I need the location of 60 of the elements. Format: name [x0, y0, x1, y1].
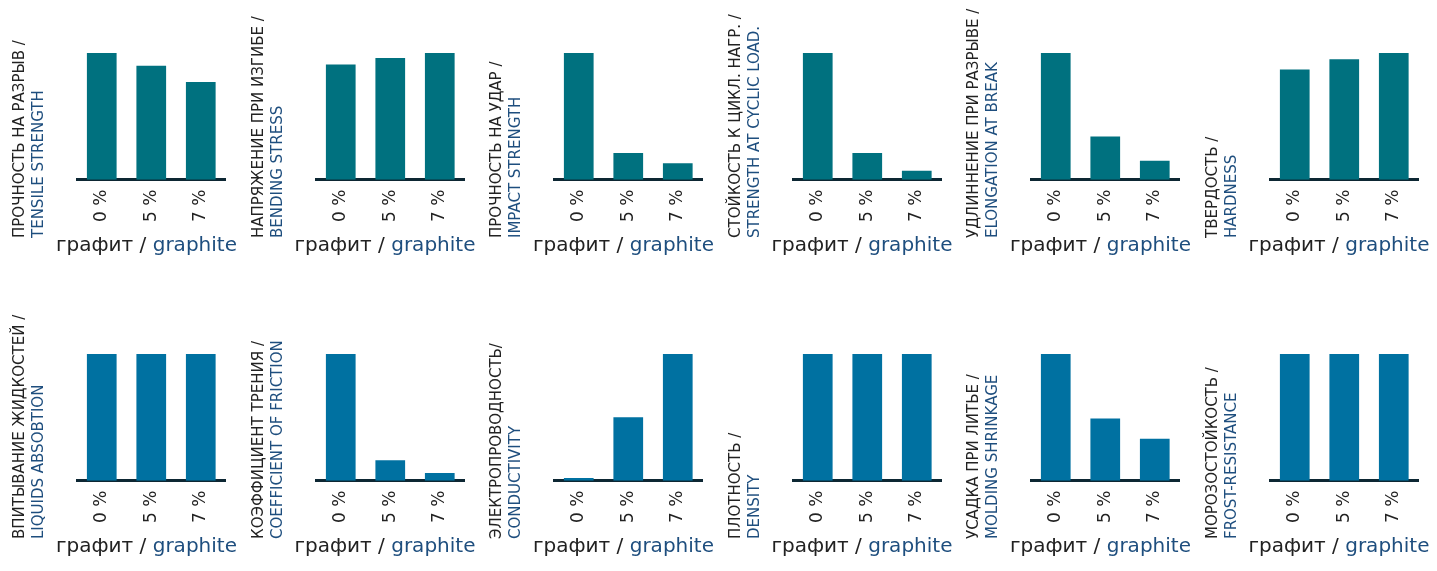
- y-axis-title: ВПИТЫВАНИЕ ЖИДКОСТЕЙ / LIQUIDS ABSOBTION: [10, 313, 48, 539]
- x-tick-label: 7 %: [189, 490, 210, 523]
- x-tick-label: 7 %: [1143, 189, 1164, 222]
- x-tick-label: 5 %: [855, 189, 876, 222]
- x-tick-label: 5 %: [616, 189, 637, 222]
- x-tick-label: 7 %: [1143, 490, 1164, 523]
- x-tick-label: 0 %: [1282, 490, 1303, 523]
- y-axis-title: ТВЕРДОСТЬ / HARDNESS: [1202, 135, 1241, 238]
- x-axis-title: графит / graphite: [1248, 232, 1430, 256]
- x-tick-label: 5 %: [1332, 189, 1353, 222]
- x-tick-label: 0 %: [1282, 189, 1303, 222]
- x-axis-title: графит / graphite: [771, 533, 953, 557]
- x-tick-label: 5 %: [139, 189, 160, 222]
- x-tick-label: 0 %: [1044, 189, 1065, 222]
- x-tick-label: 7 %: [427, 189, 448, 222]
- x-tick-label: 5 %: [616, 490, 637, 523]
- x-tick-label: 0 %: [328, 189, 349, 222]
- x-tick-label: 7 %: [427, 490, 448, 523]
- x-axis-title: графит / graphite: [294, 533, 476, 557]
- x-tick-label: 0 %: [567, 490, 588, 523]
- x-tick-label: 7 %: [904, 490, 925, 523]
- y-axis-title: КОЭФФИЦИЕНТ ТРЕНИЯ / COEFFICIENT OF FRICTION: [248, 339, 287, 539]
- x-tick-label: 0 %: [90, 189, 111, 222]
- x-tick-label: 0 %: [805, 490, 826, 523]
- x-tick-label: 5 %: [1332, 490, 1353, 523]
- x-axis-title: графит / graphite: [1010, 533, 1191, 557]
- y-axis-title: СТОЙКОСТЬ К ЦИКЛ. НАГР. / STRENGTH AT CYCLIC LOAD.: [725, 13, 764, 238]
- x-tick-label: 5 %: [855, 490, 876, 523]
- x-tick-label: 7 %: [1381, 189, 1402, 222]
- x-tick-label: 0 %: [805, 189, 826, 222]
- x-axis-title: графит / graphite: [533, 533, 714, 557]
- x-tick-label: 0 %: [328, 490, 349, 523]
- x-tick-label: 0 %: [1044, 490, 1065, 523]
- x-axis-title: графит / graphite: [1248, 533, 1430, 557]
- y-axis-title: УДЛИННЕНИЕ ПРИ РАЗРЫВЕ / ELONGATION AT BREAK: [964, 8, 1002, 238]
- y-axis-title: ЭЛЕКТРОПРОВОДНОСТЬ/ CONDUCTIVITY: [487, 342, 525, 539]
- x-tick-label: 7 %: [666, 189, 687, 222]
- y-axis-title: НАПРЯЖЕНИЕ ПРИ ИЗГИБЕ / BENDING STRESS: [248, 15, 287, 238]
- y-axis-title: ПЛОТНОСТЬ / DENSITY: [725, 431, 764, 539]
- x-tick-label: 5 %: [1093, 189, 1114, 222]
- x-axis-title: графит / graphite: [56, 533, 237, 557]
- x-tick-label: 5 %: [1093, 490, 1114, 523]
- x-tick-label: 5 %: [378, 490, 399, 523]
- x-tick-label: 5 %: [378, 189, 399, 222]
- x-tick-label: 7 %: [904, 189, 925, 222]
- y-axis-title: ПРОЧНОСТЬ НА УДАР / IMPACT STRENGTH: [487, 60, 525, 238]
- x-tick-label: 7 %: [1381, 490, 1402, 523]
- x-tick-label: 7 %: [666, 490, 687, 523]
- y-axis-title: УСАДКА ПРИ ЛИТЬЕ / MOLDING SHRINKAGE: [964, 373, 1002, 539]
- x-axis-title: графит / graphite: [294, 232, 476, 256]
- x-tick-label: 0 %: [90, 490, 111, 523]
- x-axis-title: графит / graphite: [533, 232, 714, 256]
- y-axis-title: ПРОЧНОСТЬ НА РАЗРЫВ / TENSILE STRENGTH: [10, 39, 48, 238]
- x-axis-title: графит / graphite: [1010, 232, 1191, 256]
- x-tick-label: 5 %: [139, 490, 160, 523]
- x-tick-label: 7 %: [189, 189, 210, 222]
- y-axis-title: МОРОЗОСТОЙКОСТЬ / FROST-RESISTANCE: [1202, 366, 1241, 539]
- x-tick-label: 0 %: [567, 189, 588, 222]
- x-axis-title: графит / graphite: [771, 232, 953, 256]
- x-axis-title: графит / graphite: [56, 232, 237, 256]
